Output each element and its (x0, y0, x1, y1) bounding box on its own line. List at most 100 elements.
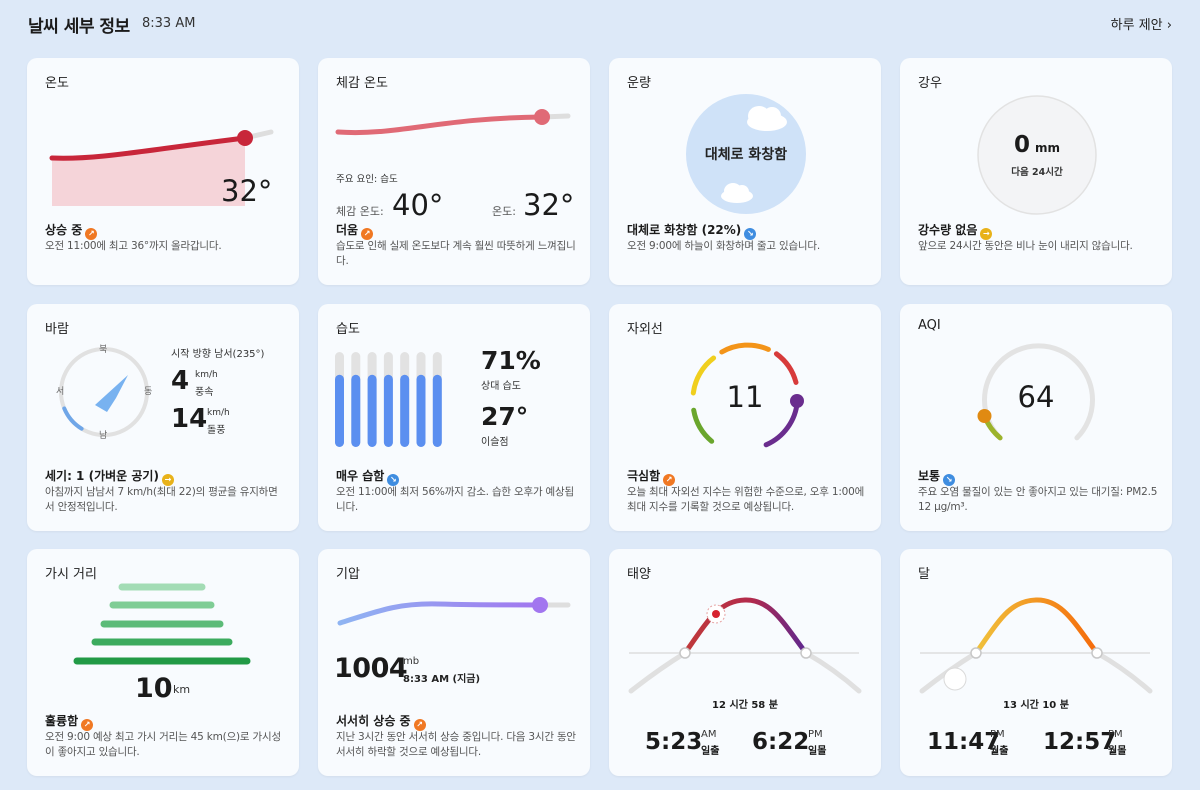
card-title: 가시 거리 (45, 567, 97, 582)
trend-down-icon: ↘ (744, 228, 757, 240)
page-title: 날씨 세부 정보 (28, 17, 130, 37)
summary-text: 상승 중 (45, 223, 83, 237)
humidity-bar-fill (432, 374, 442, 447)
card-title: 바람 (45, 322, 69, 337)
card-title: 자외선 (627, 322, 663, 337)
uv-summary: 극심함 ↗ (627, 467, 676, 486)
moonrise-time: 11:47 (927, 729, 1001, 755)
sun-position-dot (712, 610, 720, 618)
uv-arc-low (691, 407, 715, 444)
summary-text: 서서히 상승 중 (336, 714, 411, 728)
moon-duration: 13 시간 10 분 (1003, 700, 1069, 711)
uv-arc-high (719, 342, 771, 355)
summary-text: 대체로 화창함 (22%) (627, 223, 742, 237)
feels-like-summary: 더움 ↗ (336, 221, 374, 240)
trend-up-icon: ↗ (85, 228, 98, 240)
cloud-summary: 대체로 화창함 (22%) ↘ (627, 221, 757, 240)
uv-card[interactable]: 자외선 11 극심함 ↗ 오늘 최대 자외선 지수는 위험한 수준으로, 오후 1… (609, 304, 881, 531)
cloud-icon (721, 183, 753, 203)
moon-card[interactable]: 달 13 시간 10 분 11:47 PM 월출 12:57 PM 월몰 (900, 549, 1172, 776)
cloud-description: 오전 9:00에 하늘이 화창하며 줄고 있습니다. (627, 240, 820, 252)
summary-text: 훌륭함 (45, 714, 79, 728)
sunset-label: 일몰 (808, 746, 827, 757)
humidity-card[interactable]: 습도 71% 상대 습도 27° 이슬점 매우 습함 ↘ 오전 11:00에 최저… (318, 304, 590, 531)
visibility-chart (73, 583, 251, 665)
card-title: 태양 (627, 567, 651, 582)
rain-period: 다음 24시간 (1011, 167, 1063, 178)
feels-like-current-dot (534, 109, 550, 125)
pressure-value: 1004 (334, 653, 408, 684)
trend-down-icon: ↘ (943, 474, 956, 486)
humidity-description: 오전 11:00에 최저 56%까지 감소. 습한 오후가 예상됩니다. (336, 486, 574, 513)
visibility-card[interactable]: 가시 거리 10 km 훌륭함 ↗ 오전 9:00 예상 최고 가시 거리는 45… (27, 549, 299, 776)
sunrise-time: 5:23 (645, 729, 703, 755)
dew-point-label: 이슬점 (481, 437, 509, 448)
daylight-duration: 12 시간 58 분 (712, 700, 778, 711)
steady-icon: → (161, 474, 174, 486)
pressure-time: 8:33 AM (지금) (403, 674, 481, 685)
temperature-card[interactable]: 온도 32° 상승 중 ↗ 오전 11:00에 최고 36°까지 올라갑니다. (27, 58, 299, 285)
pressure-description: 지난 3시간 동안 서서히 상승 중입니다. 다음 3시간 동안 서서히 하락할… (336, 731, 576, 758)
trend-up-icon: ↗ (361, 228, 374, 240)
sunrise-ampm: AM (701, 729, 717, 740)
summary-text: 더움 (336, 223, 359, 237)
compass-east: 동 (144, 387, 153, 397)
card-title: 운량 (627, 76, 651, 91)
feels-like-factor: 주요 요인: 습도 (336, 174, 398, 185)
steady-icon: → (980, 228, 993, 240)
daily-suggestion-link[interactable]: 하루 제안 › (1111, 14, 1172, 33)
moonrise-marker (970, 647, 982, 659)
compass-ring (59, 347, 149, 437)
cloud-cover-card[interactable]: 운량 대체로 화창함 대체로 화창함 (22%) ↘ 오전 9:00에 하늘이 화… (609, 58, 881, 285)
uv-indicator-dot (790, 394, 804, 408)
wind-summary: 세기: 1 (가벼운 공기) → (45, 467, 174, 486)
actual-temp-label: 온도: (492, 205, 516, 218)
trend-up-icon: ↗ (663, 474, 676, 486)
humidity-bar-fill (367, 374, 377, 447)
compass-south: 남 (99, 431, 108, 441)
aqi-card[interactable]: AQI 64 보통 ↘ 주요 오염 물질이 있는 안 좋아지고 있는 대기질: P… (900, 304, 1172, 531)
rain-unit: mm (1035, 141, 1061, 155)
humidity-bar-fill (351, 374, 361, 447)
cloud-center-label: 대체로 화창함 (704, 147, 788, 163)
card-title: AQI (918, 318, 941, 333)
uv-arc-moderate (690, 355, 717, 396)
sun-path-chart (628, 597, 862, 694)
wind-description: 아침까지 남남서 7 km/h(최대 22)의 평균을 유지하면서 안정적입니다… (45, 486, 278, 513)
rain-gauge-circle (977, 95, 1097, 215)
feels-like-card[interactable]: 체감 온도 주요 요인: 습도 체감 온도: 40° 온도: 32° 더움 ↗ 습… (318, 58, 590, 285)
sunset-marker (800, 647, 812, 659)
pressure-unit: mb (403, 656, 420, 667)
sun-card[interactable]: 태양 12 시간 58 분 5:23 AM 일출 6:22 PM 일몰 (609, 549, 881, 776)
wind-direction-label: 시작 방향 남서(235°) (171, 349, 265, 360)
wind-compass (59, 347, 149, 437)
trend-up-icon: ↗ (81, 719, 94, 731)
humidity-value: 71% (481, 346, 541, 375)
rain-gauge (977, 95, 1097, 215)
wind-card[interactable]: 바람 북 동 남 서 시작 방향 남서(235°) 4 km/h 풍속 14 k… (27, 304, 299, 531)
rain-card[interactable]: 강우 0 mm 다음 24시간 강수량 없음 → 앞으로 24시간 동안은 비나 … (900, 58, 1172, 285)
daily-suggestion-label: 하루 제안 (1110, 18, 1163, 33)
visibility-description: 오전 9:00 예상 최고 가시 거리는 45 km(으)로 가시성이 좋아지고… (45, 731, 281, 758)
cloud-icon (747, 106, 787, 131)
moon-path-above (973, 597, 1100, 656)
aqi-summary: 보통 ↘ (918, 467, 956, 486)
temperature-description: 오전 11:00에 최고 36°까지 올라갑니다. (45, 240, 222, 252)
aqi-indicator-dot (977, 409, 992, 423)
temperature-current-dot (237, 130, 253, 146)
humidity-label: 상대 습도 (481, 381, 521, 392)
humidity-bar-fill (416, 374, 426, 447)
card-title: 강우 (918, 76, 942, 91)
moonset-time: 12:57 (1043, 729, 1117, 755)
pressure-card[interactable]: 기압 1004 mb 8:33 AM (지금) 서서히 상승 중 ↗ 지난 3시간… (318, 549, 590, 776)
humidity-bar-fill (335, 374, 344, 447)
sun-path-night (803, 650, 862, 694)
wind-gust-unit: km/h (207, 408, 230, 418)
sunrise-marker (679, 647, 691, 659)
humidity-summary: 매우 습함 ↘ (336, 467, 400, 486)
moonset-marker (1091, 647, 1103, 659)
summary-text: 매우 습함 (336, 469, 385, 483)
card-title: 온도 (45, 76, 69, 91)
trend-up-icon: ↗ (413, 719, 426, 731)
moon-path-below (1094, 650, 1153, 694)
